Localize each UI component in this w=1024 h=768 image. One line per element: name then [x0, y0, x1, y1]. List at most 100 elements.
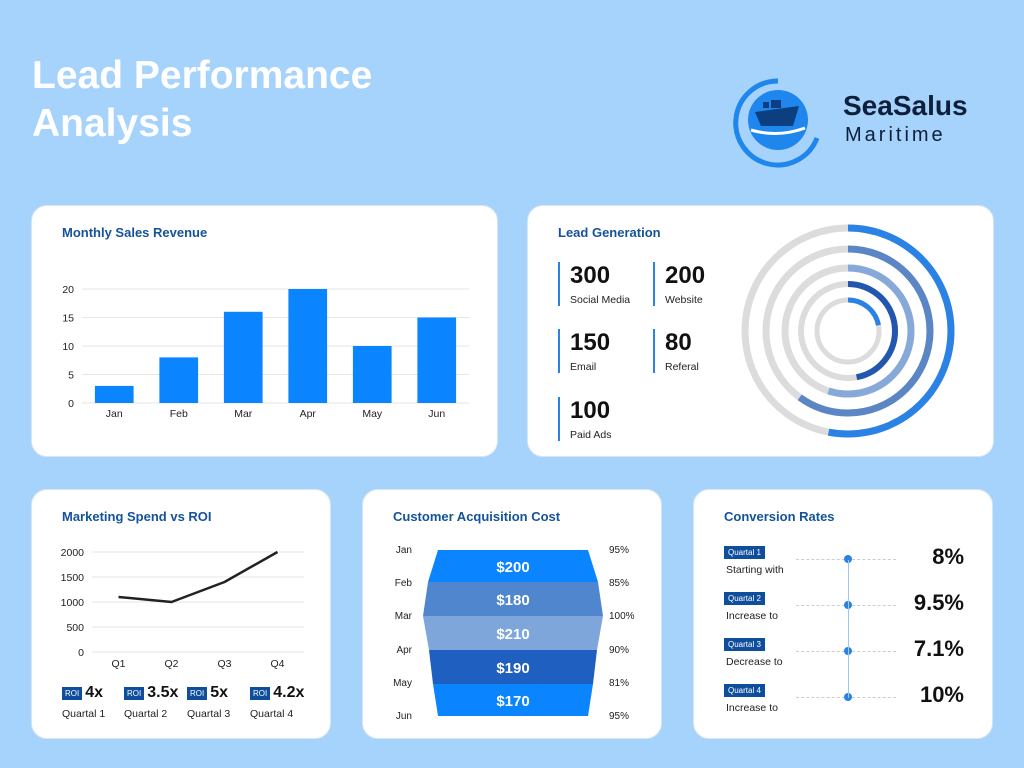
y-tick-label: 1000 — [61, 597, 85, 609]
roi-quarter: Quartal 2 — [124, 708, 168, 721]
funnel-value-label: $170 — [496, 693, 529, 710]
percent-label: 85% — [609, 578, 629, 589]
conversion-value: 10% — [919, 682, 964, 707]
marker-dot — [844, 555, 852, 563]
conversion-label: Starting with — [726, 564, 784, 576]
lead-generation-card: Lead Generation 300 Social Media 200 Web… — [527, 205, 994, 457]
x-tick-label: Feb — [170, 408, 188, 420]
ship-logo-icon — [733, 78, 820, 168]
lead-rings-chart — [741, 224, 955, 438]
conversion-label: Increase to — [726, 702, 778, 714]
conversion-title: Conversion Rates — [724, 509, 835, 524]
percent-label: 100% — [609, 611, 635, 622]
roi-item-q4: ROI 4.2x Quartal 4 — [250, 684, 304, 720]
roi-badge: ROI — [187, 686, 208, 700]
conversion-row-q2: Quartal 2 Increase to 9.5% — [724, 590, 964, 632]
stat-label: Social Media — [570, 294, 631, 306]
percent-label: 95% — [609, 545, 629, 556]
roi-badge: ROI — [124, 686, 145, 700]
x-tick-label: Mar — [234, 408, 253, 420]
conversion-value: 7.1% — [913, 636, 964, 661]
quarter-badge: Quartal 2 — [724, 592, 765, 605]
x-tick-label: Q1 — [111, 658, 125, 670]
stat-label: Paid Ads — [570, 429, 612, 441]
ring-arc — [814, 297, 882, 365]
marketing-title: Marketing Spend vs ROI — [62, 509, 212, 524]
funnel-band — [429, 650, 597, 684]
month-label: Jun — [396, 711, 412, 722]
stat-website: 200 Website — [653, 262, 705, 306]
roi-badge: ROI — [250, 686, 271, 700]
roi-badge: ROI — [62, 686, 83, 700]
month-label: Mar — [395, 611, 413, 622]
stat-value: 80 — [665, 329, 692, 356]
marketing-spend-chart: 0 500 1000 1500 2000 Q1 Q2 Q3 Q4 — [61, 547, 304, 670]
conversion-card: Conversion Rates Quartal 1 Starting with… — [693, 489, 993, 739]
conversion-label: Decrease to — [726, 656, 783, 668]
bar — [94, 385, 134, 403]
x-tick-label: Apr — [300, 408, 317, 420]
brand-name: SeaSalus — [843, 90, 968, 121]
conversion-row-q4: Quartal 4 Increase to 10% — [724, 682, 964, 724]
x-tick-label: Q4 — [270, 658, 284, 670]
cac-card: Customer Acquisition Cost $200 $180 $210 $1… — [362, 489, 662, 739]
monthly-sales-card: Monthly Sales Revenue 0 5 10 15 20 Jan Feb Mar A… — [31, 205, 498, 457]
stat-value: 200 — [665, 262, 706, 289]
cac-funnel-chart: $200 $180 $210 $190 $170 Jan Feb Mar Apr May Jun 95… — [393, 545, 635, 722]
funnel-band — [428, 550, 598, 582]
y-tick-label: 20 — [62, 284, 74, 296]
month-label: Jan — [396, 545, 412, 556]
x-tick-label: Q2 — [164, 658, 178, 670]
stat-value: 150 — [570, 329, 611, 356]
roi-value: 4.2x — [273, 684, 305, 701]
funnel-value-label: $190 — [496, 660, 529, 677]
stat-value: 300 — [570, 262, 611, 289]
stat-paid-ads: 100 Paid Ads — [558, 397, 611, 441]
brand-logo: SeaSalus Maritime — [733, 78, 993, 168]
roi-quarter: Quartal 4 — [250, 708, 294, 721]
conversion-row-q1: Quartal 1 Starting with 8% — [724, 544, 964, 586]
roi-item-q1: ROI 4x Quartal 1 — [62, 684, 105, 720]
roi-item-q2: ROI 3.5x Quartal 2 — [124, 684, 178, 720]
quarter-badge: Quartal 3 — [724, 638, 765, 651]
funnel-value-label: $200 — [496, 559, 529, 576]
funnel-band — [423, 616, 603, 650]
roi-value: 5x — [210, 684, 229, 701]
timeline-line — [848, 560, 849, 698]
funnel-band — [423, 582, 603, 616]
y-tick-label: 2000 — [61, 547, 85, 559]
ring-arc — [781, 264, 915, 398]
conversion-label: Increase to — [726, 610, 778, 622]
conversion-value: 9.5% — [913, 590, 964, 615]
roi-item-q3: ROI 5x Quartal 3 — [187, 684, 230, 720]
stat-email: 150 Email — [558, 329, 610, 373]
y-tick-label: 0 — [78, 647, 84, 659]
y-tick-label: 1500 — [61, 572, 85, 584]
x-tick-label: Q3 — [217, 658, 231, 670]
funnel-value-label: $180 — [496, 592, 529, 609]
y-tick-label: 10 — [62, 341, 74, 353]
x-tick-label: May — [362, 408, 383, 420]
roi-quarter: Quartal 3 — [187, 708, 231, 721]
roi-value: 4x — [85, 684, 104, 701]
stat-value: 100 — [570, 397, 611, 424]
month-label: Feb — [395, 578, 413, 589]
quarter-badge: Quartal 1 — [724, 546, 765, 559]
percent-label: 81% — [609, 678, 629, 689]
ring-arc — [798, 281, 898, 381]
stat-social-media: 300 Social Media — [558, 262, 630, 306]
page-title: Lead Performance Analysis — [32, 54, 373, 145]
x-tick-label: Jan — [106, 408, 123, 420]
percent-label: 95% — [609, 711, 629, 722]
bar — [352, 346, 392, 403]
month-label: Apr — [396, 645, 412, 656]
stat-label: Referal — [665, 361, 699, 373]
monthly-sales-title: Monthly Sales Revenue — [62, 225, 208, 240]
cac-title: Customer Acquisition Cost — [393, 509, 561, 524]
bar — [417, 317, 457, 403]
ring-arc — [741, 224, 955, 438]
spend-line — [118, 550, 279, 604]
funnel-value-label: $210 — [496, 626, 529, 643]
funnel-band — [433, 684, 593, 716]
conversion-value: 8% — [932, 544, 964, 569]
